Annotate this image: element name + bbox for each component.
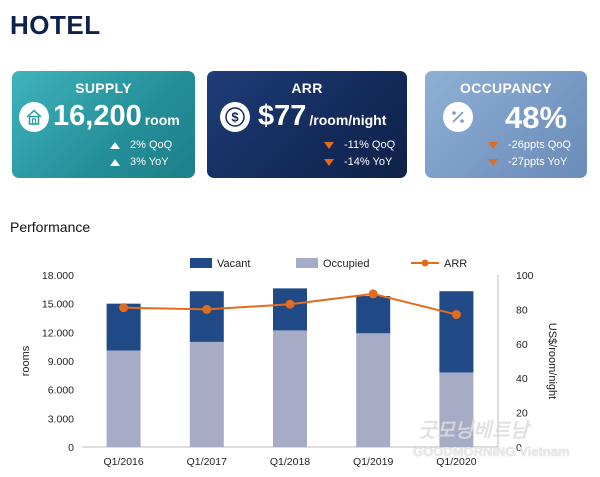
occupancy-card-title: OCCUPANCY [460,80,552,96]
y-tick-label: 18.000 [42,270,74,282]
watermark-korean: 굿모닝베트남 [418,420,529,442]
y-tick-label: 12.000 [42,327,74,339]
legend-swatch-occupied [296,258,318,268]
occupancy-yoy: -27ppts YoY [488,156,567,168]
arrow-up-icon [110,141,120,149]
occupancy-value: 48% [505,100,567,136]
arr-qoq-text: -11% QoQ [344,139,396,151]
bar-vacant [189,291,224,342]
arr-point [202,304,212,314]
bar-occupied [273,330,307,447]
performance-title: Performance [10,219,91,235]
supply-qoq-text: 2% QoQ [130,139,173,151]
arrow-up-icon [110,158,120,166]
legend-label-vacant: Vacant [217,258,250,270]
arrow-down-icon [488,158,498,166]
arr-card-title: ARR [291,80,323,96]
y2-tick-label: 40 [516,373,528,385]
y2-tick-label: 60 [516,339,528,351]
arr-card: ARR $ $77/room/night -11% QoQ -14% YoY [207,71,407,178]
y2-axis-title: US$/room/night [546,323,558,399]
supply-number: 16,200 [53,100,142,132]
svg-text:$: $ [231,110,239,125]
legend-swatch-vacant [190,258,212,268]
arr-unit: /room/night [309,112,387,128]
supply-yoy: 3% YoY [110,156,169,168]
arr-yoy-text: -14% YoY [344,156,393,168]
arrow-down-icon [488,141,498,149]
y2-tick-label: 100 [516,270,534,282]
arr-point [119,303,129,313]
dollar-coin-icon: $ [220,102,250,132]
supply-qoq: 2% QoQ [110,139,172,151]
y2-tick-label: 20 [516,408,528,420]
house-icon [19,102,49,132]
bar-vacant [273,288,307,331]
supply-yoy-text: 3% YoY [130,156,169,168]
supply-value: 16,200 room [53,100,180,133]
performance-chart: 0 3.000 6.000 9.000 12.000 15.000 18.000 0 20 40 6… [14,252,598,472]
legend-marker-arr [421,259,429,267]
y-axis-title: rooms [20,345,32,376]
bar-occupied [356,333,391,447]
y-tick-label: 6.000 [48,385,74,397]
x-tick-label: Q1/2019 [353,456,393,468]
bar-vacant [439,291,474,373]
bar-vacant [356,296,391,334]
y2-tick-label: 0 [516,442,522,454]
x-tick-label: Q1/2017 [187,456,227,468]
x-tick-label: Q1/2018 [270,456,310,468]
arr-yoy: -14% YoY [324,156,392,168]
y2-tick-label: 80 [516,304,528,316]
performance-chart-svg: 0 3.000 6.000 9.000 12.000 15.000 18.000 0 20 40 6… [20,258,558,468]
arr-qoq: -11% QoQ [324,139,395,151]
occupancy-card: OCCUPANCY 48% -26ppts QoQ -27ppts YoY [425,71,587,178]
occupancy-qoq: -26ppts QoQ [488,139,571,151]
percent-icon [443,102,473,132]
arr-point [451,310,461,320]
occupancy-yoy-text: -27ppts YoY [508,156,568,168]
occupancy-qoq-text: -26ppts QoQ [508,139,571,151]
page-title: HOTEL [10,10,101,40]
x-tick-label: Q1/2020 [436,456,476,468]
y-tick-label: 3.000 [48,413,74,425]
arrow-down-icon [324,141,334,149]
arrow-down-icon [324,158,334,166]
legend-label-occupied: Occupied [323,258,369,270]
x-tick-label: Q1/2016 [103,456,143,468]
occupancy-number: 48% [505,100,568,135]
arr-number: $77 [258,100,307,132]
legend-label-arr: ARR [444,258,467,270]
y-tick-label: 0 [68,442,74,454]
bar-occupied [106,350,141,447]
arr-point [285,299,295,309]
supply-card: SUPPLY 16,200 room 2% QoQ 3% YoY [12,71,195,178]
bar-occupied [439,372,474,447]
watermark-english: GOODMORNING Vietnam [413,444,570,459]
supply-unit: room [144,112,180,128]
arr-value: $77/room/night [258,100,386,133]
arr-point [368,289,378,299]
y-tick-label: 9.000 [48,356,74,368]
y-tick-label: 15.000 [42,299,74,311]
bar-occupied [189,341,224,447]
supply-card-title: SUPPLY [75,80,132,96]
